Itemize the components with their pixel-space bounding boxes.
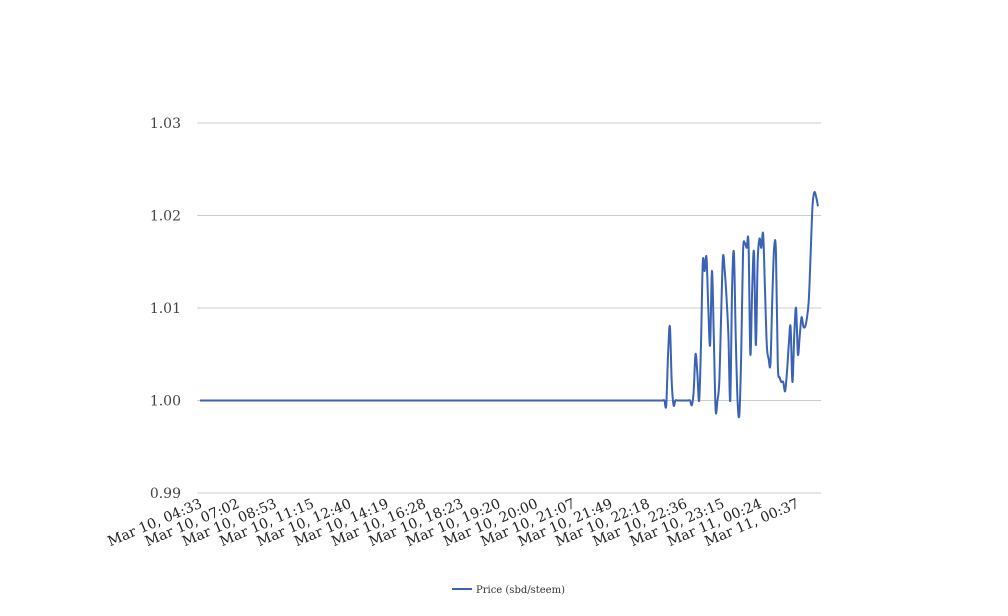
legend: Price (sbd/steem) — [452, 585, 565, 596]
y-tick-label: 0.99 — [150, 486, 181, 502]
series-line-price — [199, 191, 819, 419]
y-tick-label: 1.01 — [150, 301, 181, 317]
y-axis-ticks: 0.99 1.00 1.01 1.02 1.03 — [150, 116, 181, 502]
series-layer — [199, 191, 819, 419]
y-tick-label: 1.03 — [150, 116, 181, 132]
y-tick-label: 1.00 — [150, 394, 181, 410]
legend-label: Price (sbd/steem) — [476, 585, 565, 596]
y-tick-label: 1.02 — [150, 209, 181, 225]
